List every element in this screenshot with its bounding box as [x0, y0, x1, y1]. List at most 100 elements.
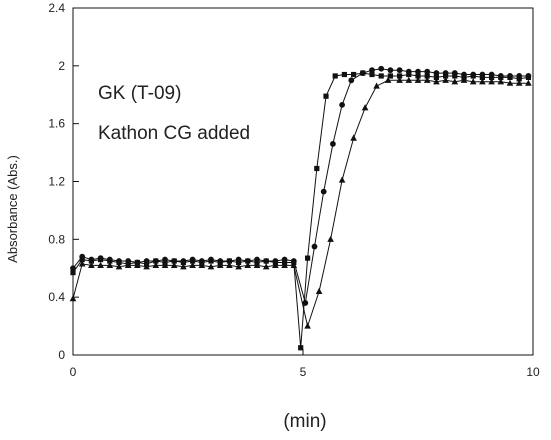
x-tick-label: 5	[300, 365, 307, 379]
data-point-circle	[330, 141, 336, 147]
data-point-circle	[507, 73, 513, 79]
data-point-square	[433, 74, 439, 80]
data-point-circle	[88, 256, 95, 263]
data-point-circle	[180, 258, 187, 264]
series-layer	[69, 65, 532, 351]
data-point-circle	[516, 73, 523, 79]
data-point-circle	[387, 67, 394, 74]
data-point-square	[305, 255, 311, 261]
data-point-triangle	[244, 261, 252, 268]
x-axis-label: (min)	[283, 411, 326, 432]
data-point-circle	[171, 258, 178, 264]
data-point-square	[378, 73, 384, 79]
data-point-circle	[497, 73, 504, 79]
data-point-triangle	[469, 78, 477, 85]
data-point-circle	[396, 67, 403, 74]
data-point-circle	[461, 71, 467, 78]
y-tick-label: 1.6	[48, 117, 65, 131]
data-point-circle	[106, 256, 113, 263]
data-point-circle	[244, 258, 251, 264]
y-tick-label: 1.2	[48, 175, 65, 189]
data-point-square	[351, 71, 357, 78]
y-tick-label: 0.8	[48, 232, 65, 246]
data-point-circle	[189, 256, 196, 263]
data-point-triangle	[207, 263, 215, 270]
data-point-circle	[302, 300, 309, 306]
annotation-sample: GK (T-09)	[98, 83, 181, 104]
data-point-triangle	[253, 261, 261, 268]
data-point-triangle	[497, 78, 505, 85]
data-point-triangle	[423, 76, 431, 83]
data-point-triangle	[88, 261, 95, 268]
data-point-triangle	[143, 263, 150, 270]
data-point-circle	[378, 65, 385, 72]
y-tick-label: 2	[58, 59, 65, 73]
data-point-circle	[79, 253, 86, 260]
series-square	[70, 70, 531, 351]
series-line-square	[72, 72, 529, 348]
data-point-circle	[143, 258, 150, 264]
data-point-circle	[442, 70, 449, 76]
data-point-square	[424, 73, 430, 79]
data-point-triangle	[97, 261, 104, 268]
data-point-triangle	[272, 261, 279, 268]
data-point-triangle	[161, 261, 169, 268]
data-point-triangle	[226, 261, 233, 268]
data-point-square	[314, 165, 320, 172]
data-point-triangle	[78, 260, 86, 267]
data-point-circle	[235, 256, 242, 263]
data-point-triangle	[442, 76, 449, 83]
data-point-triangle	[479, 78, 486, 85]
data-point-triangle	[433, 78, 440, 85]
data-point-circle	[217, 258, 224, 264]
data-point-square	[298, 345, 304, 351]
data-point-triangle	[134, 261, 141, 268]
y-tick-label: 0.4	[48, 290, 65, 304]
data-point-triangle	[124, 261, 132, 268]
data-point-circle	[208, 256, 214, 263]
y-tick-label: 2.4	[48, 1, 65, 15]
data-point-triangle	[180, 263, 187, 270]
data-point-triangle	[525, 79, 532, 86]
x-tick-label: 0	[70, 365, 77, 379]
data-point-triangle	[506, 79, 514, 86]
data-point-circle	[433, 70, 440, 76]
data-point-circle	[369, 67, 375, 74]
data-point-circle	[263, 258, 270, 264]
data-point-triangle	[405, 76, 413, 83]
data-point-triangle	[373, 82, 380, 89]
data-point-circle	[488, 71, 495, 78]
series-line-triangle	[72, 79, 529, 328]
data-point-triangle	[106, 261, 114, 268]
data-point-triangle	[262, 263, 270, 270]
data-point-circle	[525, 73, 532, 79]
data-point-circle	[339, 101, 345, 108]
data-point-triangle	[69, 295, 77, 302]
data-point-circle	[479, 71, 486, 78]
axes: 0 0.4 0.8 1.2 1.6 2 2.4 0 5 10	[48, 1, 540, 379]
data-point-square	[323, 93, 329, 99]
data-point-triangle	[414, 76, 422, 83]
data-point-triangle	[327, 235, 334, 242]
data-point-triangle	[460, 76, 468, 83]
data-point-triangle	[170, 261, 178, 268]
data-point-square	[70, 269, 76, 276]
data-point-triangle	[315, 287, 323, 294]
data-point-triangle	[216, 261, 224, 268]
data-point-circle	[348, 77, 355, 84]
data-point-triangle	[451, 78, 459, 85]
data-point-circle	[320, 188, 327, 195]
data-point-circle	[70, 265, 76, 272]
data-point-square	[332, 73, 338, 79]
data-point-circle	[125, 258, 132, 264]
data-point-circle	[415, 68, 421, 75]
data-point-square	[341, 71, 347, 78]
data-point-triangle	[396, 76, 403, 83]
data-point-circle	[451, 70, 458, 76]
data-point-triangle	[198, 261, 206, 268]
data-point-triangle	[115, 263, 123, 270]
data-point-triangle	[235, 263, 242, 270]
data-point-triangle	[189, 261, 196, 268]
data-point-triangle	[488, 78, 495, 85]
